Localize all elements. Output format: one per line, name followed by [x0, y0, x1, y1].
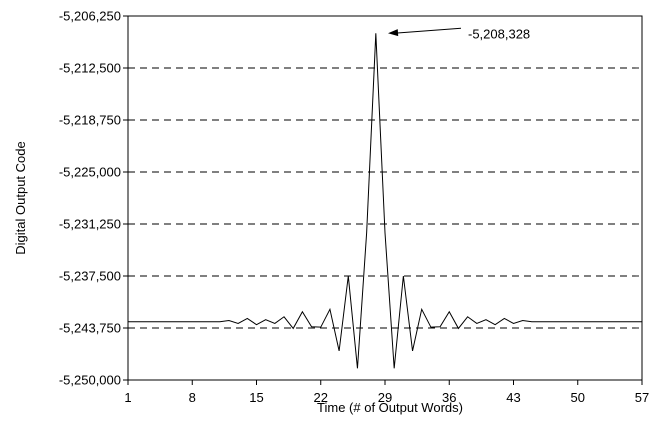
- x-tick-label: 57: [635, 390, 649, 405]
- annotation-arrow-line: [393, 27, 462, 34]
- y-tick-label: -5,243,750: [59, 321, 121, 336]
- y-tick-label: -5,250,000: [59, 373, 121, 388]
- x-axis-title: Time (# of Output Words): [317, 400, 463, 415]
- x-tick-label: 36: [442, 390, 456, 405]
- x-tick-label: 8: [189, 390, 196, 405]
- y-tick-label: -5,237,500: [59, 269, 121, 284]
- x-tick-label: 29: [378, 390, 392, 405]
- series-line: [128, 33, 642, 369]
- plot-area-frame: [127, 15, 643, 381]
- x-tick-label: 1: [124, 390, 131, 405]
- peak-annotation-label: -5,208,328: [468, 26, 530, 41]
- grid-lines: [128, 67, 642, 329]
- annotation-arrowhead: [388, 29, 399, 37]
- x-tick-label: 43: [506, 390, 520, 405]
- y-tick-label: -5,218,750: [59, 113, 121, 128]
- y-tick-label: -5,231,250: [59, 217, 121, 232]
- ticks: [123, 15, 643, 385]
- x-tick-label: 22: [314, 390, 328, 405]
- y-axis-title: Digital Output Code: [13, 141, 28, 254]
- y-tick-label: -5,225,000: [59, 165, 121, 180]
- x-tick-label: 15: [249, 390, 263, 405]
- y-tick-label: -5,206,250: [59, 9, 121, 24]
- annotation: -5,208,328: [388, 26, 530, 41]
- x-tick-label: 50: [571, 390, 585, 405]
- tick-labels: -5,206,250 -5,212,500 -5,218,750 -5,225,000…: [59, 9, 649, 406]
- y-tick-label: -5,212,500: [59, 61, 121, 76]
